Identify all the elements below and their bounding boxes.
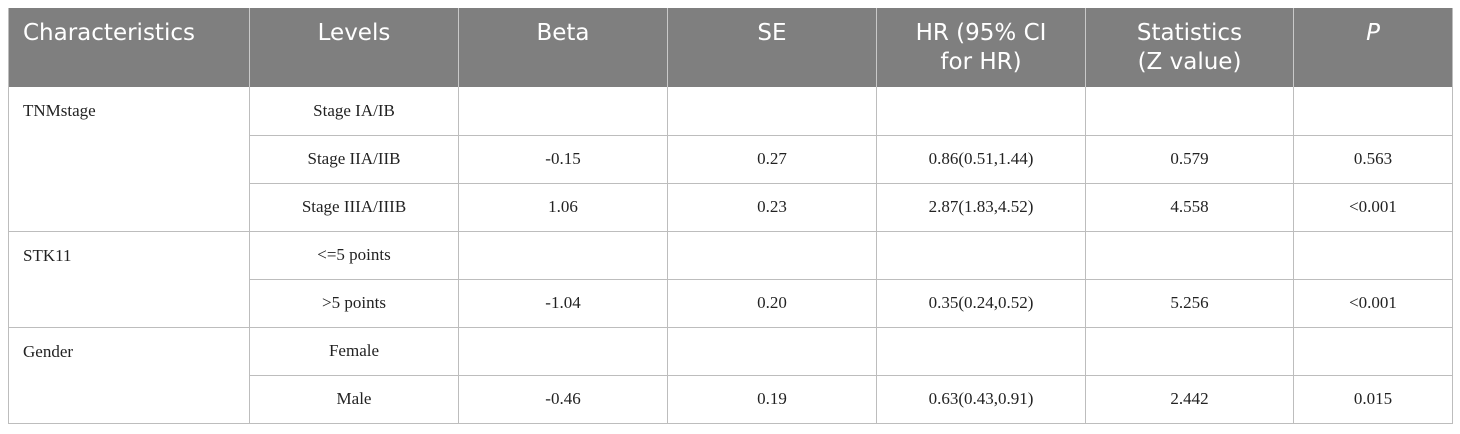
header-hr-line1: HR (95% CI xyxy=(915,20,1047,46)
table-row: TNMstage Stage IA/IB xyxy=(8,87,1453,232)
level-cell: Male xyxy=(249,375,459,424)
level-cell: >5 points xyxy=(249,279,459,328)
beta-cell: 1.06 xyxy=(458,183,668,232)
group-name: TNMstage xyxy=(8,87,250,232)
group-name: Gender xyxy=(8,327,250,424)
beta-cell xyxy=(458,327,668,376)
se-cell: 0.19 xyxy=(667,375,877,424)
p-cell xyxy=(1293,87,1453,136)
hr-cell: 0.35(0.24,0.52) xyxy=(876,279,1086,328)
z-cell: 0.579 xyxy=(1085,135,1294,184)
header-p: P xyxy=(1293,8,1453,87)
level-cell: Stage IA/IB xyxy=(249,87,459,136)
level-cell: Female xyxy=(249,327,459,376)
header-characteristics: Characteristics xyxy=(8,8,250,87)
header-hr: HR (95% CI for HR) xyxy=(876,8,1086,87)
header-hr-line2: for HR) xyxy=(940,49,1022,75)
p-cell: <0.001 xyxy=(1293,279,1453,328)
z-cell xyxy=(1085,327,1294,376)
header-beta: Beta xyxy=(458,8,668,87)
se-cell: 0.27 xyxy=(667,135,877,184)
z-cell xyxy=(1085,231,1294,280)
se-cell: 0.23 xyxy=(667,183,877,232)
p-cell: 0.563 xyxy=(1293,135,1453,184)
se-cell xyxy=(667,327,877,376)
header-se: SE xyxy=(667,8,877,87)
level-cell: Stage IIA/IIB xyxy=(249,135,459,184)
hr-cell xyxy=(876,87,1086,136)
table-row: Stage IIA/IIB -0.15 0.27 0.86(0.51,1.44)… xyxy=(9,135,1453,184)
z-cell: 5.256 xyxy=(1085,279,1294,328)
hr-cell: 0.86(0.51,1.44) xyxy=(876,135,1086,184)
se-cell xyxy=(667,231,877,280)
z-cell: 4.558 xyxy=(1085,183,1294,232)
level-cell: <=5 points xyxy=(249,231,459,280)
beta-cell: -1.04 xyxy=(458,279,668,328)
hr-cell: 0.63(0.43,0.91) xyxy=(876,375,1086,424)
p-cell xyxy=(1293,327,1453,376)
se-cell xyxy=(667,87,877,136)
table-row: Gender Female xyxy=(8,327,1453,424)
beta-cell xyxy=(458,87,668,136)
p-cell xyxy=(1293,231,1453,280)
beta-cell xyxy=(458,231,668,280)
se-cell: 0.20 xyxy=(667,279,877,328)
table-row: STK11 <=5 points xyxy=(8,231,1453,328)
z-cell: 2.442 xyxy=(1085,375,1294,424)
header-statistics: Statistics (Z value) xyxy=(1085,8,1294,87)
cox-regression-table: Characteristics Levels Beta SE HR (95% C… xyxy=(8,8,1453,424)
z-cell xyxy=(1085,87,1294,136)
hr-cell xyxy=(876,327,1086,376)
header-row: Characteristics Levels Beta SE HR (95% C… xyxy=(8,8,1453,87)
hr-cell xyxy=(876,231,1086,280)
header-stat-line2: (Z value) xyxy=(1137,49,1242,75)
header-stat-line1: Statistics xyxy=(1136,20,1243,46)
p-cell: 0.015 xyxy=(1293,375,1453,424)
table-row: Male -0.46 0.19 0.63(0.43,0.91) 2.442 0.… xyxy=(9,375,1453,424)
p-cell: <0.001 xyxy=(1293,183,1453,232)
beta-cell: -0.46 xyxy=(458,375,668,424)
table-row: Stage IIIA/IIIB 1.06 0.23 2.87(1.83,4.52… xyxy=(9,183,1453,232)
group-name: STK11 xyxy=(8,231,250,328)
table-row: >5 points -1.04 0.20 0.35(0.24,0.52) 5.2… xyxy=(9,279,1453,328)
level-cell: Stage IIIA/IIIB xyxy=(249,183,459,232)
beta-cell: -0.15 xyxy=(458,135,668,184)
hr-cell: 2.87(1.83,4.52) xyxy=(876,183,1086,232)
header-levels: Levels xyxy=(249,8,459,87)
